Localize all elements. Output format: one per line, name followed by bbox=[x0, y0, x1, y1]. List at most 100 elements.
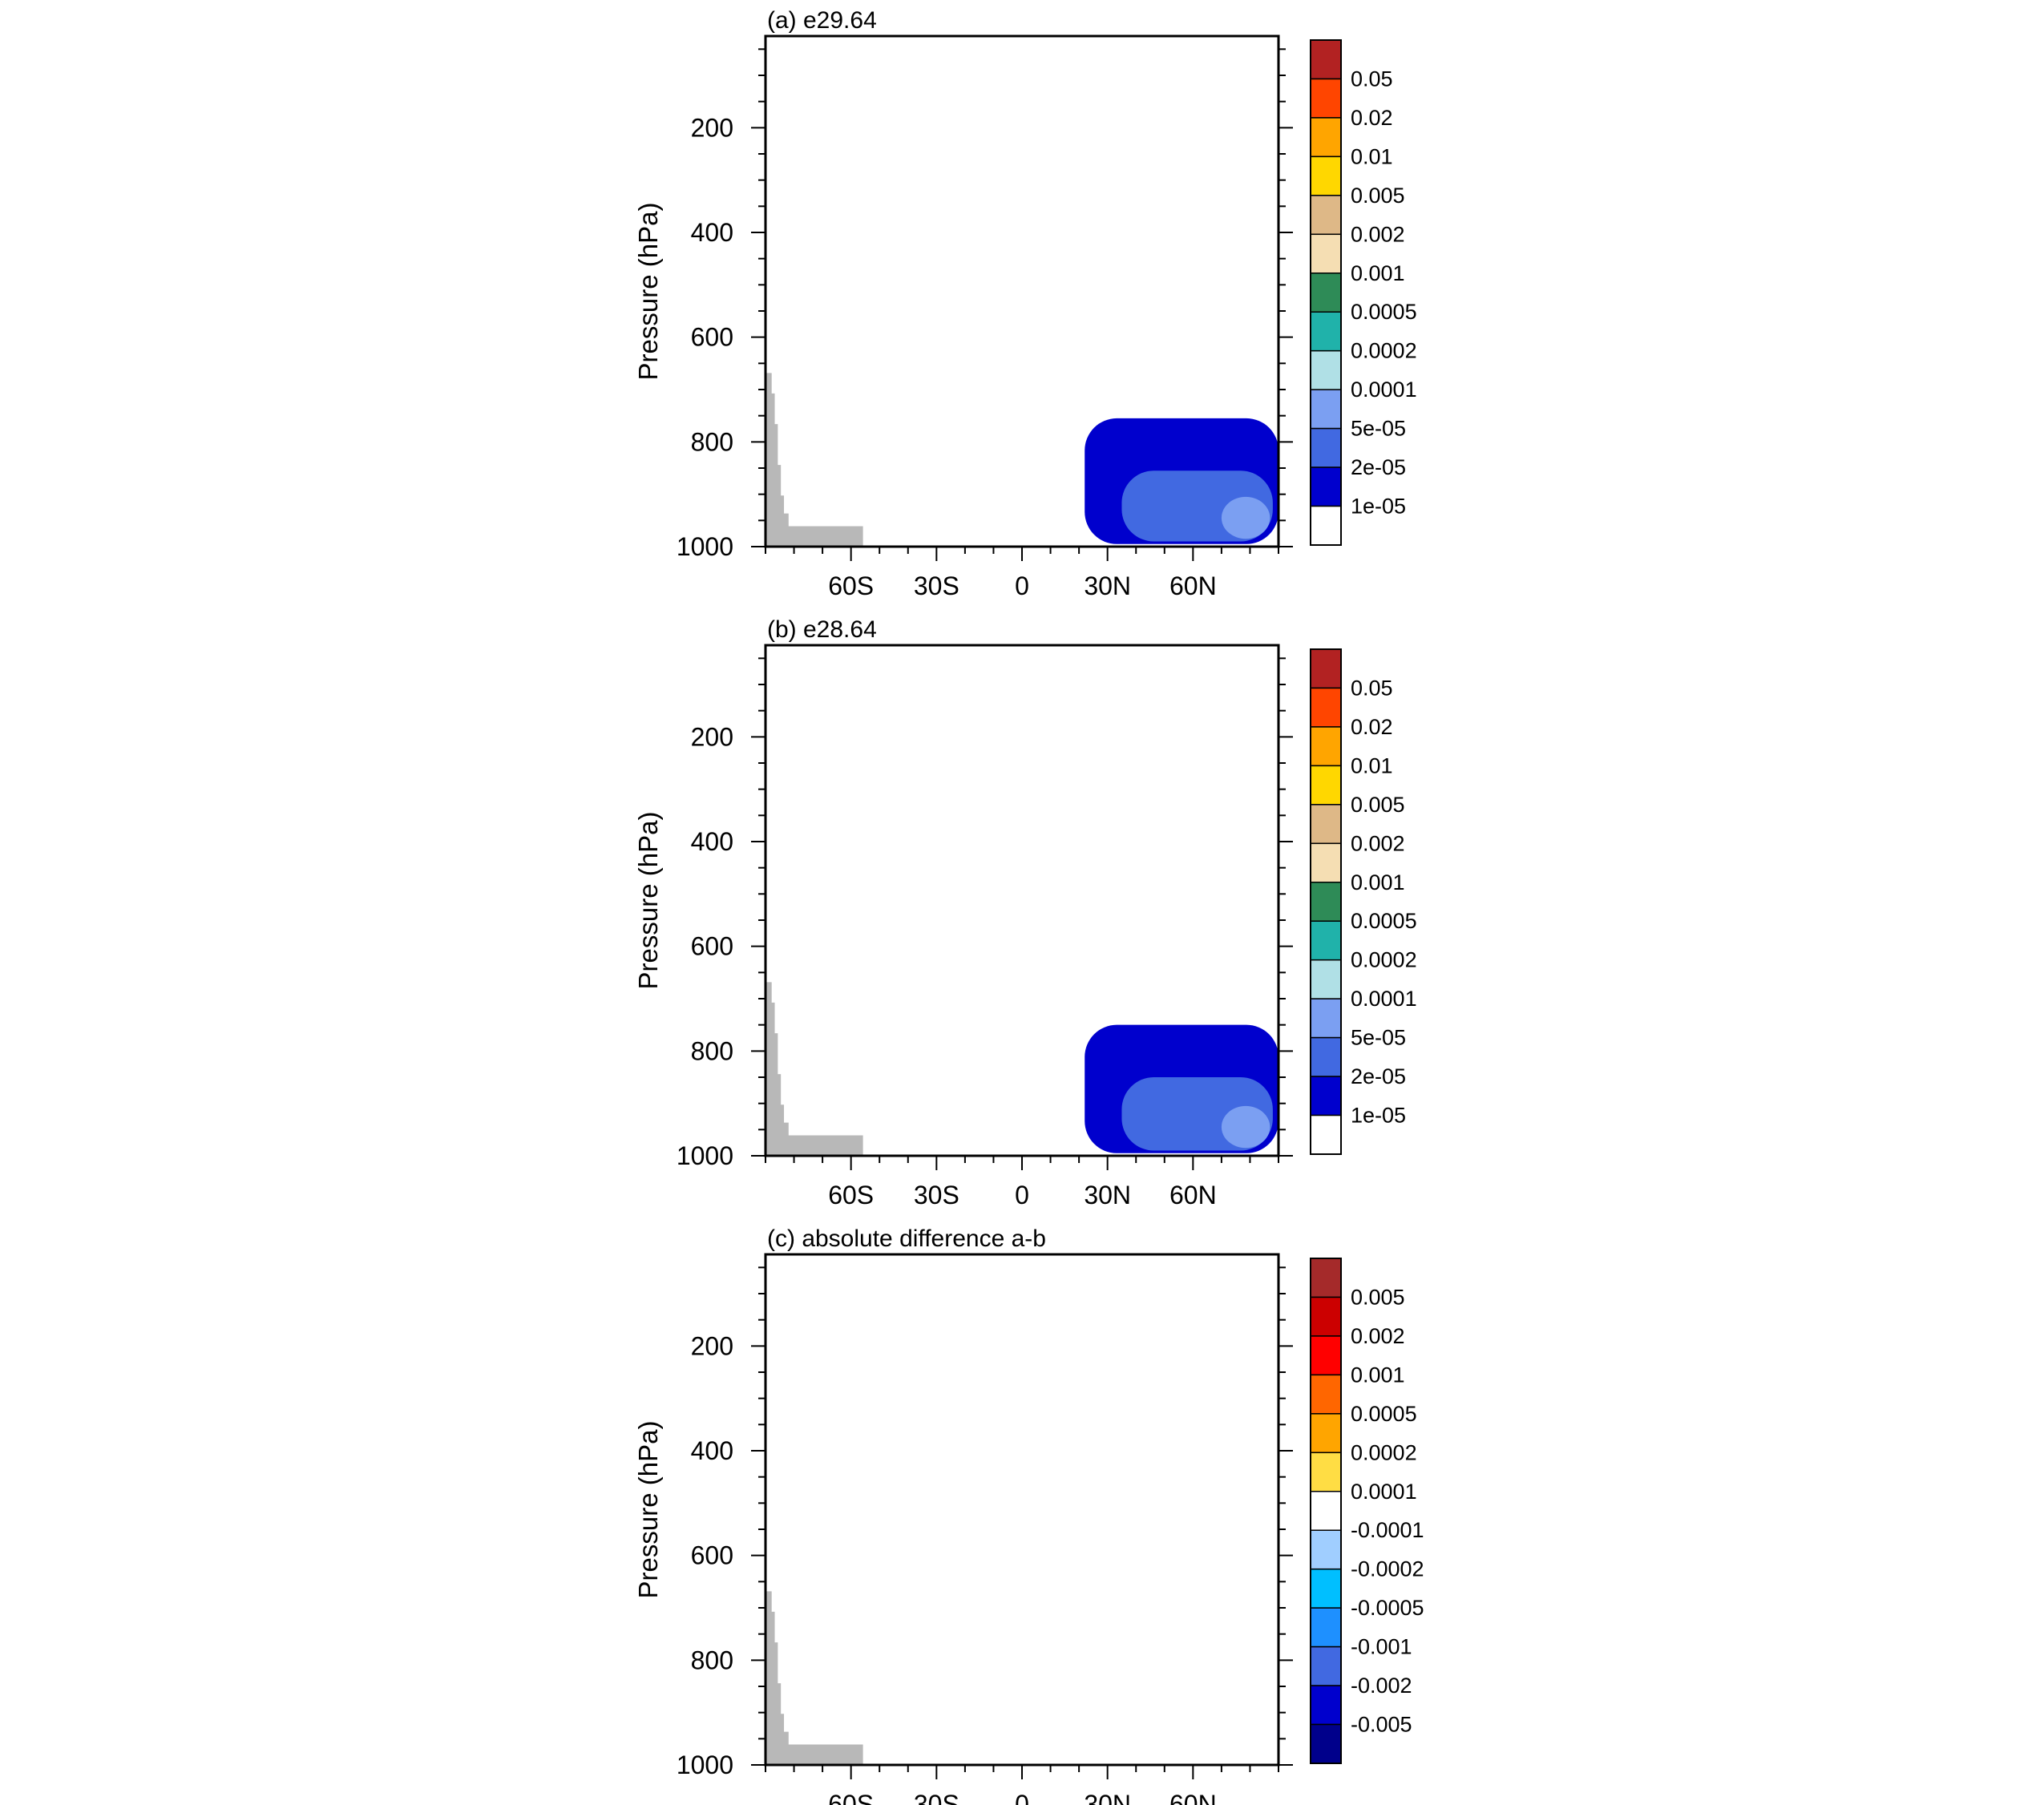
colorbar-label: -0.005 bbox=[1351, 1713, 1412, 1737]
colorbar-swatch bbox=[1310, 195, 1342, 236]
colorbar-swatch bbox=[1310, 1491, 1342, 1531]
x-tick-label: 30S bbox=[914, 571, 959, 600]
contour-region-7 bbox=[1221, 496, 1270, 539]
y-axis-label: Pressure (hPa) bbox=[633, 812, 663, 990]
colorbar-label: 1e-05 bbox=[1351, 1104, 1406, 1128]
y-tick-label: 400 bbox=[691, 1436, 733, 1465]
colorbar-swatch bbox=[1310, 1452, 1342, 1492]
colorbar-swatch bbox=[1310, 1723, 1342, 1764]
panel-title: (a) e29.64 bbox=[767, 7, 877, 34]
x-tick-label: 30N bbox=[1084, 571, 1131, 600]
colorbar-label: 0.01 bbox=[1351, 144, 1393, 168]
y-tick-label: 800 bbox=[691, 1036, 733, 1065]
colorbar-swatch bbox=[1310, 1114, 1342, 1155]
plot-area bbox=[765, 1254, 1279, 1765]
panel-title: (b) e28.64 bbox=[767, 616, 877, 643]
colorbar-swatch bbox=[1310, 78, 1342, 119]
colorbar-swatch bbox=[1310, 726, 1342, 767]
terrain-mask bbox=[765, 373, 863, 547]
colorbar-swatch bbox=[1310, 1607, 1342, 1648]
colorbar-label: 0.0005 bbox=[1351, 1402, 1417, 1426]
x-tick-label: 30S bbox=[914, 1181, 959, 1209]
colorbar-label: 0.0001 bbox=[1351, 987, 1417, 1011]
colorbar-label: 2e-05 bbox=[1351, 455, 1406, 479]
y-tick-label: 1000 bbox=[677, 1750, 733, 1779]
colorbar-label: -0.0002 bbox=[1351, 1557, 1424, 1581]
y-tick-label: 400 bbox=[691, 827, 733, 856]
y-tick-label: 400 bbox=[691, 218, 733, 247]
contour-region-7 bbox=[1221, 1105, 1270, 1149]
colorbar-swatch bbox=[1310, 1076, 1342, 1117]
x-tick-label: 0 bbox=[1015, 1181, 1029, 1209]
colorbar-swatch bbox=[1310, 233, 1342, 274]
colorbar-label: 1e-05 bbox=[1351, 495, 1406, 519]
y-tick-label: 200 bbox=[691, 113, 733, 142]
y-axis-label: Pressure (hPa) bbox=[633, 203, 663, 381]
x-tick-label: 30N bbox=[1084, 1181, 1131, 1209]
colorbar-label: 0.05 bbox=[1351, 67, 1393, 91]
colorbar-frame bbox=[1310, 1258, 1342, 1764]
colorbar-swatch bbox=[1310, 1529, 1342, 1570]
contour-region-2 bbox=[1013, 907, 1045, 942]
colorbar-label: 0.05 bbox=[1351, 676, 1393, 700]
colorbar-label: -0.001 bbox=[1351, 1635, 1412, 1659]
colorbar-swatch bbox=[1310, 1296, 1342, 1337]
colorbar-swatch bbox=[1310, 882, 1342, 922]
colorbar-swatch bbox=[1310, 1685, 1342, 1726]
colorbar-swatch bbox=[1310, 273, 1342, 313]
y-tick-label: 1000 bbox=[677, 1141, 733, 1170]
x-tick-label: 30N bbox=[1084, 1790, 1131, 1805]
colorbar-swatch bbox=[1310, 687, 1342, 728]
x-tick-label: 60S bbox=[828, 1181, 874, 1209]
colorbar-label: 0.005 bbox=[1351, 184, 1405, 208]
panel-a: 200 400 600 800 1000 60S 30S 0 30N 60N (a) e29.64 P… bbox=[633, 7, 1417, 600]
x-tick-label: 60N bbox=[1169, 1181, 1217, 1209]
colorbar: 0.05 0.02 0.01 0.005 0.002 0.001 0.0005 0.0002 0… bbox=[1310, 648, 1417, 1155]
colorbar-swatch bbox=[1310, 1258, 1342, 1298]
colorbar-label: 0.0001 bbox=[1351, 378, 1417, 402]
colorbar: 0.005 0.002 0.001 0.0005 0.0002 0.0001 -0.0001… bbox=[1310, 1258, 1424, 1764]
colorbar-label: 0.0001 bbox=[1351, 1480, 1417, 1504]
colorbar-label: 0.001 bbox=[1351, 261, 1405, 285]
y-tick-label: 800 bbox=[691, 1645, 733, 1674]
colorbar-swatch bbox=[1310, 1036, 1342, 1077]
y-tick-label: 200 bbox=[691, 722, 733, 751]
y-tick-label: 600 bbox=[691, 932, 733, 961]
colorbar-swatch bbox=[1310, 1645, 1342, 1686]
colorbar-swatch bbox=[1310, 349, 1342, 390]
colorbar-label: 0.005 bbox=[1351, 793, 1405, 817]
colorbar-swatch bbox=[1310, 389, 1342, 430]
colorbar-frame bbox=[1310, 39, 1342, 546]
colorbar-label: 0.002 bbox=[1351, 1324, 1405, 1348]
colorbar-swatch bbox=[1310, 648, 1342, 689]
contour-region-0 bbox=[785, 1006, 900, 1151]
colorbar-label: -0.0001 bbox=[1351, 1518, 1424, 1542]
colorbar-frame bbox=[1310, 648, 1342, 1155]
y-tick-label: 1000 bbox=[677, 532, 733, 561]
colorbar-swatch bbox=[1310, 1413, 1342, 1454]
y-tick-label: 200 bbox=[691, 1331, 733, 1360]
colorbar-label: 5e-05 bbox=[1351, 1026, 1406, 1050]
x-tick-label: 60N bbox=[1169, 571, 1217, 600]
colorbar-label: -0.002 bbox=[1351, 1674, 1412, 1698]
colorbar-swatch bbox=[1310, 1335, 1342, 1376]
contour-region-0 bbox=[785, 400, 900, 542]
colorbar-swatch bbox=[1310, 920, 1342, 961]
colorbar-label: 0.0002 bbox=[1351, 948, 1417, 972]
colorbar-swatch bbox=[1310, 842, 1342, 883]
terrain-mask bbox=[765, 982, 863, 1156]
contour-region-3 bbox=[1105, 830, 1122, 899]
x-tick-label: 60S bbox=[828, 571, 874, 600]
colorbar-swatch bbox=[1310, 117, 1342, 158]
y-tick-label: 600 bbox=[691, 1541, 733, 1570]
contour-region-2 bbox=[1008, 282, 1042, 333]
colorbar-label: 0.0005 bbox=[1351, 300, 1417, 324]
terrain-mask bbox=[765, 1591, 863, 1765]
contour-region-1 bbox=[916, 1113, 965, 1156]
colorbar-label: 0.0002 bbox=[1351, 339, 1417, 363]
colorbar-swatch bbox=[1310, 765, 1342, 806]
colorbar-label: 0.02 bbox=[1351, 106, 1393, 130]
x-tick-label: 0 bbox=[1015, 571, 1029, 600]
colorbar-swatch bbox=[1310, 311, 1342, 352]
